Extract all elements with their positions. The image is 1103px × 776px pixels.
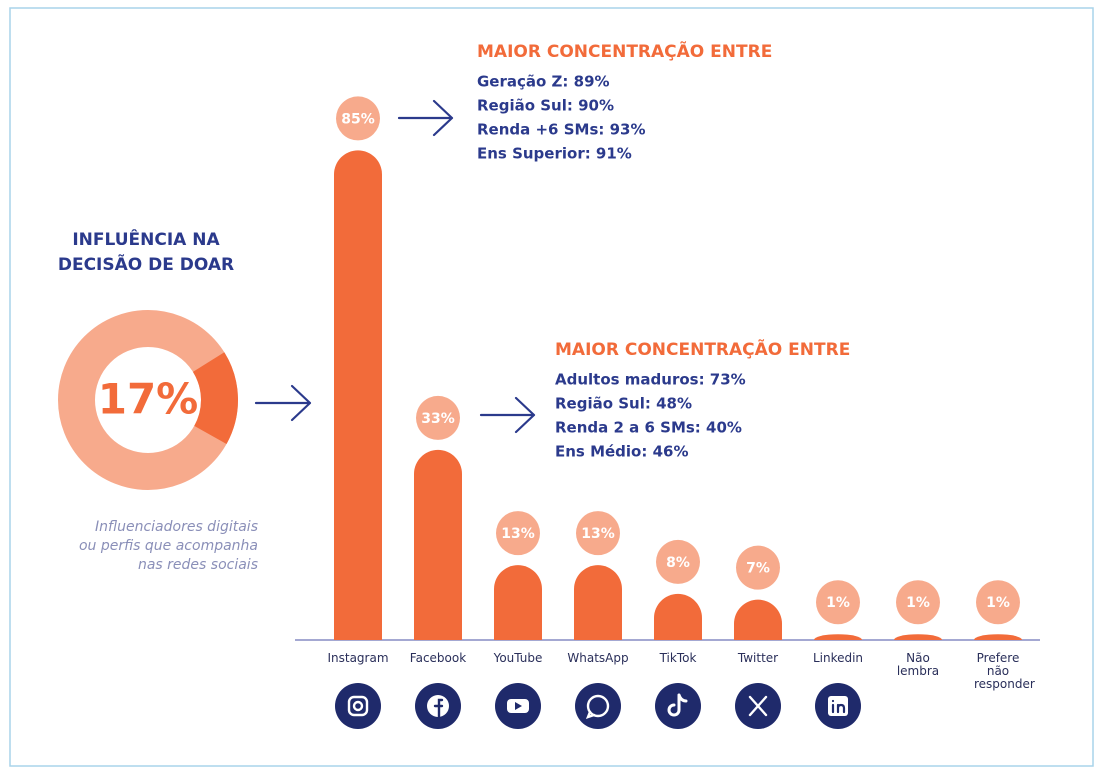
- glyph: [515, 702, 522, 710]
- x-label-box: TikTok: [659, 652, 697, 665]
- x-label-box: Instagram: [327, 652, 389, 665]
- glyph: [586, 694, 610, 718]
- bar: [334, 150, 382, 640]
- value-label: 1%: [986, 595, 1010, 611]
- icons: [335, 683, 861, 729]
- icon: [335, 683, 381, 729]
- annotation-line: Ens Superior: 91%: [477, 145, 632, 163]
- value-label-bubble: [656, 539, 700, 584]
- icon-glyph: [347, 695, 369, 717]
- donut-segment: [58, 310, 238, 490]
- x-label-box: Facebook: [409, 652, 467, 665]
- value-label: 1%: [906, 595, 930, 611]
- bar: [414, 449, 462, 640]
- bar: [814, 634, 862, 640]
- value-label-bubble: [816, 580, 860, 625]
- icon-glyph: [748, 695, 768, 717]
- glyph: [748, 695, 768, 717]
- x-label-box: Não lembra: [896, 652, 940, 678]
- bar: [894, 634, 942, 640]
- value-label: 13%: [581, 526, 615, 542]
- value-label-bubble: [976, 580, 1020, 625]
- bar: [654, 593, 702, 640]
- annotation-title: MAIOR CONCENTRAÇÃO ENTRE: [555, 337, 850, 360]
- x-tick-label: WhatsApp: [567, 652, 629, 665]
- x-tick-label: Instagram: [327, 652, 389, 665]
- annotation-line: Geração Z: 89%: [477, 73, 610, 91]
- frame: [9, 7, 1094, 767]
- x-tick-label: Não lembra: [896, 652, 940, 678]
- annotation-line: Adultos maduros: 73%: [555, 371, 746, 389]
- x-tick-label: Facebook: [409, 652, 467, 665]
- glyph: [667, 693, 688, 717]
- x-tick-label: Twitter: [737, 652, 779, 665]
- icon-glyph: [828, 696, 848, 716]
- annotation-line: Região Sul: 48%: [555, 395, 692, 413]
- glyph: [433, 698, 444, 719]
- value-label-bubble: [576, 511, 620, 556]
- value-label: 1%: [826, 595, 850, 611]
- glyph: [347, 695, 369, 717]
- x-label-box: YouTube: [493, 652, 543, 665]
- donut-caption: Influenciadores digitais ou perfis que a…: [78, 519, 258, 573]
- value-label: 13%: [501, 526, 535, 542]
- donut-title-text: INFLUÊNCIA NA DECISÃO DE DOAR: [57, 230, 235, 275]
- x-tick-label: YouTube: [493, 652, 543, 665]
- x-label-box: WhatsApp: [567, 652, 629, 665]
- bar: [734, 599, 783, 640]
- x-tick-label: Prefere não responder: [974, 652, 1035, 691]
- x-label-box: Linkedin: [812, 652, 864, 665]
- value-label-bubble: [496, 511, 540, 556]
- bar: [494, 565, 542, 640]
- x-label-box: Twitter: [737, 652, 779, 665]
- annotation-line: Renda +6 SMs: 93%: [477, 121, 646, 139]
- annotation-title: MAIOR CONCENTRAÇÃO ENTRE: [477, 39, 772, 62]
- icon-glyph: [507, 699, 529, 713]
- value-label: 33%: [421, 411, 455, 427]
- annotation-line: Renda 2 a 6 SMs: 40%: [555, 419, 742, 437]
- value-label-bubble: [736, 545, 780, 590]
- value-label: 8%: [666, 555, 690, 571]
- icon-glyph: [585, 694, 610, 719]
- bar: [574, 565, 622, 640]
- donut-title-box: INFLUÊNCIA NA DECISÃO DE DOAR: [57, 230, 235, 275]
- glyph: [831, 699, 846, 714]
- donut-caption-box: Influenciadores digitais ou perfis que a…: [78, 519, 258, 573]
- annotation-line: Ens Médio: 46%: [555, 443, 688, 461]
- glyph: [585, 710, 596, 719]
- arrows: [254, 99, 536, 434]
- bar: [974, 634, 1022, 640]
- x-label-box: Prefere não responder: [974, 652, 1035, 691]
- icon: [575, 683, 621, 729]
- x-tick-label: TikTok: [659, 652, 697, 665]
- value-label: 85%: [341, 111, 375, 127]
- value-label-bubble: [896, 580, 940, 625]
- value-label-bubble: [416, 395, 460, 440]
- x-tick-label: Linkedin: [812, 652, 864, 665]
- donut-value-label: 17%: [98, 375, 199, 424]
- annotation-line: Região Sul: 90%: [477, 97, 614, 115]
- value-label-bubble: [336, 96, 380, 141]
- glyph: [352, 700, 364, 712]
- icon-glyph: [667, 693, 688, 717]
- icon-glyph: [427, 695, 449, 719]
- value-label: 7%: [746, 561, 770, 577]
